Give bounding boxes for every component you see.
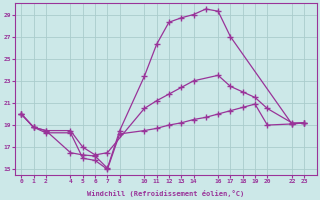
X-axis label: Windchill (Refroidissement éolien,°C): Windchill (Refroidissement éolien,°C) xyxy=(87,190,244,197)
